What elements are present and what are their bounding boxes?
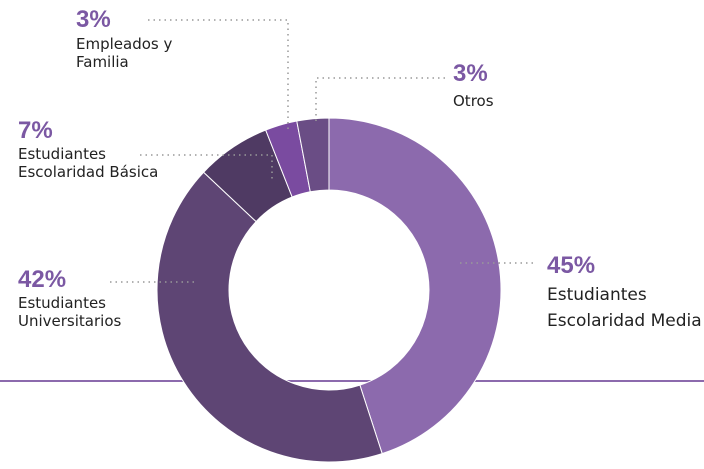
category-label: Estudiantes Escolaridad Básica — [18, 145, 159, 181]
slice — [156, 171, 383, 463]
donut — [156, 117, 502, 463]
percent-label: 7% — [18, 117, 53, 144]
slice — [328, 117, 502, 455]
percent-label: 42% — [18, 266, 67, 293]
leader-lines — [110, 19, 535, 283]
percent-label: 45% — [547, 252, 596, 279]
category-label: Estudiantes Escolaridad Media — [547, 285, 702, 331]
percent-label: 3% — [76, 6, 111, 33]
category-label: Otros — [453, 92, 494, 110]
slice — [296, 117, 330, 193]
percent-label: 3% — [453, 60, 488, 87]
category-label: Empleados y Familia — [76, 35, 173, 71]
leader-line — [315, 77, 445, 125]
category-label: Estudiantes Universitarios — [18, 294, 122, 330]
leader-line — [140, 154, 273, 182]
